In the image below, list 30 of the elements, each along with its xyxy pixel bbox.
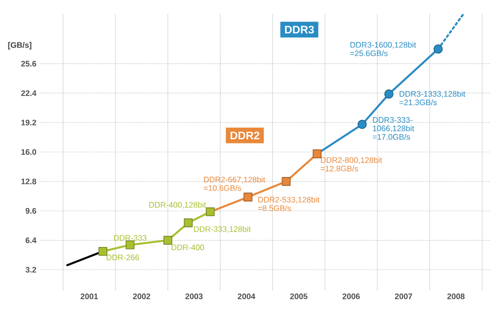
text: DDR2 — [230, 132, 260, 140]
y-tick-label: 6.4 — [26, 237, 36, 244]
annotation: DDR2-533,128bit =8.5GB/s — [258, 196, 320, 212]
annotation: DDR2-800,128bit =12.8GB/s — [320, 157, 382, 172]
annotation: DDR3-1600,128bit =25.6GB/s — [350, 42, 416, 56]
annotation: DDR2-667,128bit =10.6GB/s — [204, 176, 266, 191]
x-tick-label: 2002 — [133, 294, 150, 300]
y-axis-title: [GB/s] — [8, 42, 32, 50]
x-tick-label: 2001 — [80, 294, 98, 300]
y-tick-label: 9.6 — [26, 208, 36, 214]
y-tick-label: 25.6 — [21, 60, 36, 67]
annotation: DDR-400,128bit — [149, 202, 206, 209]
x-tick-label: 2003 — [185, 294, 203, 300]
x-tick-label: 2007 — [394, 294, 412, 300]
x-tick-label: 2006 — [342, 294, 360, 300]
x-tick-label: 2008 — [447, 294, 465, 300]
annotation: DDR-333,128bit — [194, 226, 251, 233]
y-tick-label: 22.4 — [21, 90, 36, 96]
annotation: DDR-400 — [172, 244, 204, 250]
y-tick-label: 12.8 — [21, 178, 36, 184]
y-tick-label: 19.2 — [21, 120, 36, 126]
text: DDR3 — [285, 26, 314, 34]
y-tick-label: 3.2 — [26, 266, 36, 273]
annotation: DDR-266 — [106, 254, 140, 260]
x-tick-label: 2004 — [238, 294, 256, 300]
annotation: DDR-333 — [114, 235, 146, 241]
x-tick-label: 2005 — [290, 294, 308, 300]
annotation: DDR3-333-1066,128bit =17.0GB/s — [372, 117, 414, 140]
y-tick-label: 16.0 — [21, 149, 36, 155]
annotation: DDR3-1333,128bit =21.3GB/s — [399, 90, 466, 106]
